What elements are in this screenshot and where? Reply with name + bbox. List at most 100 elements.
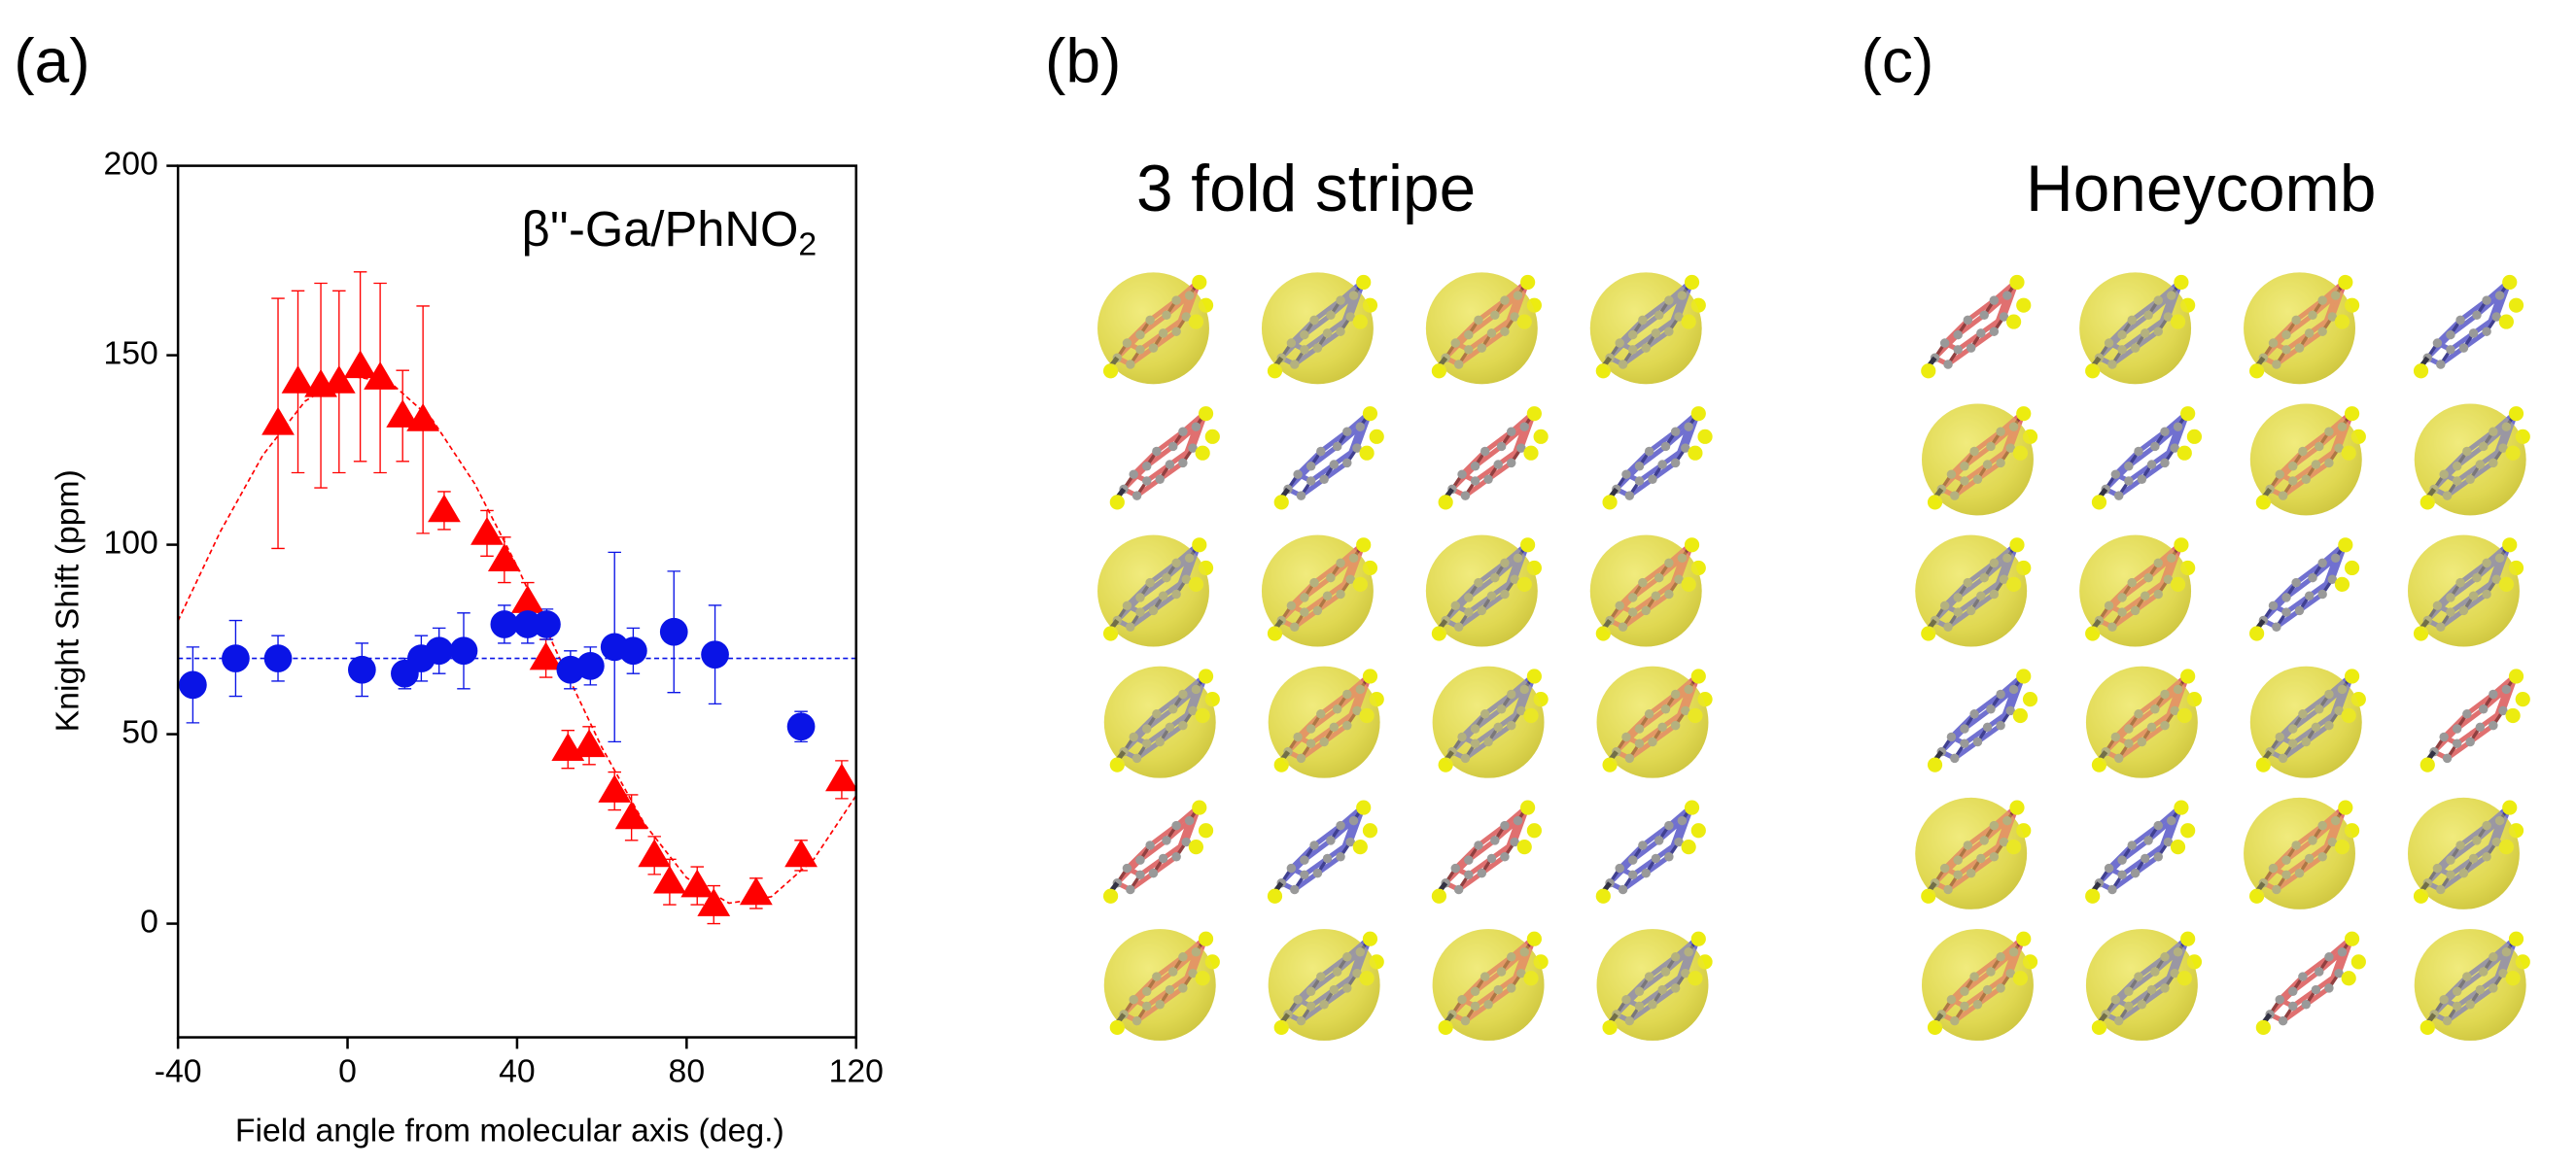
atom	[1474, 315, 1483, 326]
y-tick-label: 0	[140, 903, 158, 940]
sphere-overlay	[1097, 534, 1209, 647]
atom	[2294, 605, 2305, 616]
atom	[1634, 1001, 1645, 1012]
atom	[1999, 574, 2009, 585]
sulfur	[1369, 954, 1384, 970]
sulfur	[1526, 406, 1542, 422]
marker	[619, 636, 647, 666]
atom	[1660, 704, 1671, 714]
molecule-bond	[1449, 424, 1527, 498]
atom	[2150, 704, 2160, 714]
molecule	[1267, 537, 1378, 641]
sulfur	[2505, 707, 2521, 724]
sulfur	[2016, 406, 2032, 422]
sulfur	[2180, 823, 2196, 839]
molecule	[2413, 537, 2524, 641]
molecule	[1927, 406, 2038, 510]
atom	[1148, 343, 1159, 353]
atom	[1322, 591, 1333, 601]
sulfur	[1520, 537, 1536, 553]
molecule-bond	[1278, 292, 1357, 367]
atom	[2173, 422, 2183, 431]
atom	[1135, 870, 1145, 880]
sulfur	[2012, 445, 2028, 461]
atom	[1641, 343, 1651, 353]
sulfur	[2350, 691, 2366, 707]
atom	[1457, 994, 1467, 1005]
atom	[2117, 593, 2127, 602]
atom	[1513, 815, 1523, 826]
sulfur	[2085, 626, 2101, 641]
atom	[1500, 295, 1510, 305]
atom	[1670, 689, 1681, 700]
atom	[1168, 441, 1178, 452]
atom	[1158, 328, 1168, 338]
atom	[1131, 1015, 1142, 1026]
atom	[2160, 983, 2170, 993]
molecule-bond	[2260, 292, 2339, 367]
atom	[1470, 986, 1480, 996]
atom	[1976, 328, 1986, 338]
atom	[1312, 868, 1323, 878]
atom	[1181, 312, 1192, 322]
atom	[1332, 704, 1342, 714]
atom	[2489, 427, 2498, 436]
atom	[1674, 312, 1684, 322]
molecule-bond	[2260, 555, 2339, 630]
atom	[2324, 427, 2334, 436]
atom	[1506, 720, 1516, 731]
molecule-bond	[2103, 424, 2181, 498]
sulfur	[2338, 274, 2353, 291]
sulfur	[1192, 800, 1207, 815]
atom	[1972, 1000, 1983, 1010]
molecule-bond	[1614, 424, 1691, 498]
atom	[2268, 338, 2279, 348]
atom	[2167, 815, 2176, 826]
atom	[2124, 738, 2134, 748]
atom	[1996, 458, 2005, 468]
atom	[1316, 709, 1326, 719]
sulfur	[2174, 537, 2189, 553]
atom	[2124, 1001, 2134, 1012]
atom	[1963, 841, 1973, 850]
y-tick-label: 150	[104, 335, 158, 372]
sulfur	[2419, 1019, 2435, 1036]
sulfur	[2344, 406, 2360, 422]
sulfur	[2186, 429, 2203, 444]
sulfur	[2180, 669, 2196, 684]
molecule	[1438, 406, 1549, 510]
y-tick-label: 100	[104, 525, 158, 562]
molecule	[1921, 537, 2032, 641]
atom	[1293, 732, 1303, 742]
atom	[1939, 338, 1950, 348]
sulfur	[1352, 840, 1368, 855]
atom	[1681, 705, 1690, 716]
sulfur	[2186, 954, 2203, 970]
atom	[2104, 338, 2114, 348]
atom	[2150, 967, 2160, 977]
molecule-bond	[2267, 949, 2345, 1024]
atom	[2107, 884, 2117, 895]
molecule-bond	[1459, 934, 1537, 1009]
atom	[1624, 491, 1635, 500]
atom	[1305, 986, 1316, 996]
molecule-bond	[1295, 671, 1373, 746]
marker	[263, 644, 293, 672]
sulfur	[2176, 707, 2192, 724]
atom	[1171, 326, 1181, 336]
atom	[1188, 443, 1198, 453]
atom	[1152, 972, 1162, 981]
atom	[2163, 312, 2174, 322]
sphere-overlay	[2414, 403, 2526, 516]
atom	[1142, 724, 1152, 734]
sulfur	[1533, 691, 1549, 707]
atom	[1960, 461, 1969, 471]
atom	[1483, 737, 1493, 747]
sulfur	[2170, 840, 2186, 855]
atom	[1312, 605, 1323, 616]
atom	[1684, 684, 1693, 695]
molecule	[1109, 406, 1220, 510]
marker	[825, 763, 856, 792]
atom	[2458, 343, 2469, 353]
atom	[1300, 329, 1309, 340]
